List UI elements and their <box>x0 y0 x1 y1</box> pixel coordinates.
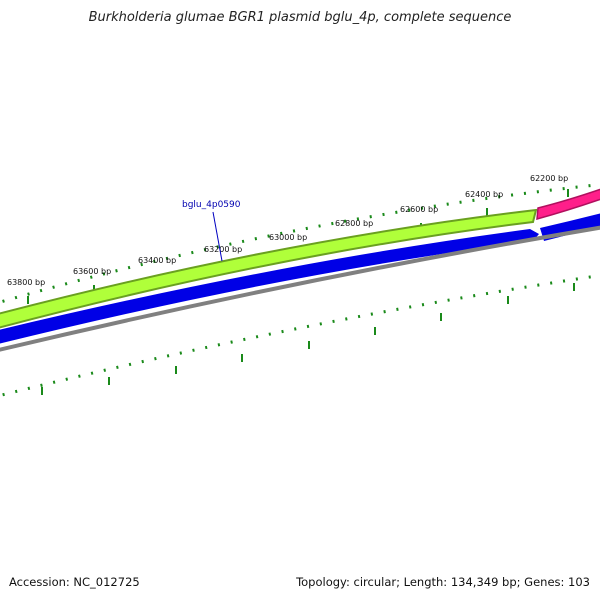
gene-bar-green[interactable] <box>0 208 538 330</box>
tick-label: 62400 bp <box>465 190 503 199</box>
tick-label: 63400 bp <box>138 256 176 265</box>
tick-labels: 62200 bp 62400 bp 62600 bp 62800 bp 63000 bp… <box>7 174 568 287</box>
map-title: Burkholderia glumae BGR1 plasmid bglu_4p… <box>88 10 512 25</box>
gene-label-leader <box>212 211 223 262</box>
cds-bar-blue[interactable] <box>0 229 539 346</box>
tick-label: 63000 bp <box>269 233 307 242</box>
topology-text: Topology: circular; Length: 134,349 bp; … <box>296 575 590 589</box>
tick-label: 63800 bp <box>7 278 45 287</box>
backbone-ring <box>0 225 600 352</box>
accession-text: Accession: NC_012725 <box>9 575 140 589</box>
tick-label: 62200 bp <box>530 174 568 183</box>
tick-label: 62800 bp <box>335 219 373 228</box>
gene-bar-pink[interactable] <box>536 186 600 221</box>
inner-major-ticks <box>41 283 575 395</box>
gene-label[interactable]: bglu_4p0590 <box>182 200 241 210</box>
tick-label: 62600 bp <box>400 205 438 214</box>
tick-label: 63600 bp <box>73 267 111 276</box>
tick-label: 63200 bp <box>204 245 242 254</box>
